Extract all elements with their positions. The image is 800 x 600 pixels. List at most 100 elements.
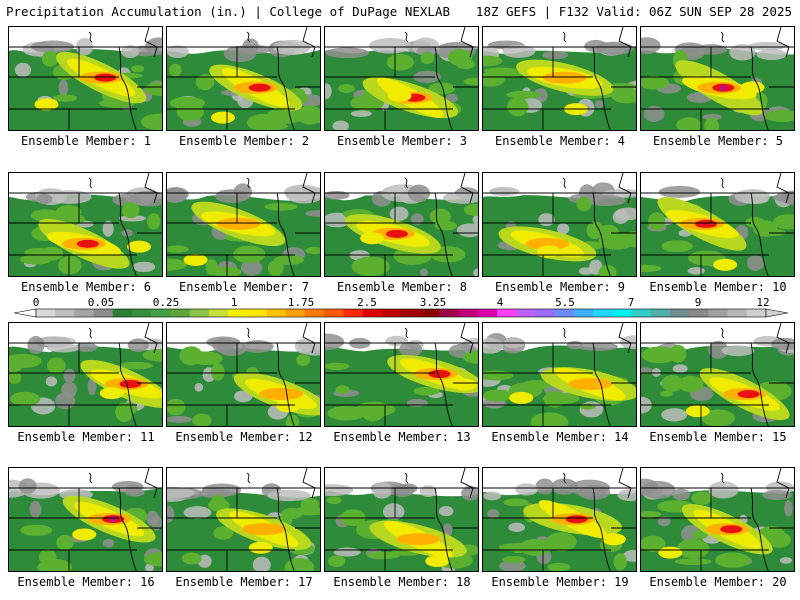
colorbar-swatch	[458, 309, 479, 317]
precip-map-9	[483, 173, 636, 276]
precip-map-7	[167, 173, 320, 276]
member-map-panel-16	[8, 467, 163, 572]
precip-map-19	[483, 468, 636, 571]
colorbar-swatch	[746, 309, 767, 317]
member-label-14: Ensemble Member: 14	[491, 430, 629, 444]
member-map-panel-9	[482, 172, 637, 277]
member-map-panel-5	[640, 26, 795, 131]
colorbar	[13, 308, 789, 318]
precip-map-13	[325, 323, 478, 426]
colorbar-swatch	[420, 309, 440, 317]
colorbar-swatch	[669, 309, 690, 317]
precip-map-1	[9, 27, 162, 130]
colorbar-swatch	[170, 309, 191, 317]
colorbar-swatch	[535, 309, 556, 317]
colorbar-swatch	[74, 309, 95, 317]
member-label-2: Ensemble Member: 2	[178, 134, 310, 148]
member-map-panel-1	[8, 26, 163, 131]
member-map-panel-4	[482, 26, 637, 131]
colorbar-swatch	[362, 309, 383, 317]
member-label-12: Ensemble Member: 12	[175, 430, 313, 444]
precip-map-8	[325, 173, 478, 276]
member-map-panel-6	[8, 172, 163, 277]
member-label-15: Ensemble Member: 15	[649, 430, 787, 444]
member-map-panel-14	[482, 322, 637, 427]
colorbar-right-arrow	[765, 308, 789, 318]
precip-map-17	[167, 468, 320, 571]
colorbar-tick-label: 5.5	[555, 296, 575, 309]
precip-map-10	[641, 173, 794, 276]
colorbar-swatch	[112, 309, 133, 317]
precip-map-3	[325, 27, 478, 130]
colorbar-swatch	[324, 309, 344, 317]
member-label-8: Ensemble Member: 8	[336, 280, 468, 294]
member-map-panel-17	[166, 467, 321, 572]
colorbar-swatch	[612, 309, 633, 317]
member-label-5: Ensemble Member: 5	[652, 134, 784, 148]
precip-map-12	[167, 323, 320, 426]
colorbar-tick-label: 4	[496, 296, 504, 309]
colorbar-tick-label: 1.75	[287, 296, 315, 309]
precip-map-4	[483, 27, 636, 130]
colorbar-swatch	[477, 309, 498, 317]
colorbar-tick-label: 0.05	[87, 296, 115, 309]
member-map-panel-11	[8, 322, 163, 427]
colorbar-swatch	[55, 309, 75, 317]
member-map-panel-15	[640, 322, 795, 427]
precip-map-15	[641, 323, 794, 426]
member-map-panel-10	[640, 172, 795, 277]
member-label-9: Ensemble Member: 9	[494, 280, 626, 294]
colorbar-tick-label: 9	[694, 296, 702, 309]
colorbar-swatch	[708, 309, 729, 317]
member-map-panel-19	[482, 467, 637, 572]
member-label-17: Ensemble Member: 17	[175, 575, 313, 589]
colorbar-swatch	[516, 309, 536, 317]
member-map-panel-7	[166, 172, 321, 277]
member-map-panel-8	[324, 172, 479, 277]
colorbar-tick-label: 12	[756, 296, 770, 309]
colorbar-swatch	[132, 309, 152, 317]
member-map-panel-3	[324, 26, 479, 131]
precip-map-20	[641, 468, 794, 571]
member-label-20: Ensemble Member: 20	[649, 575, 787, 589]
colorbar-tick-label: 3.25	[419, 296, 447, 309]
precip-map-18	[325, 468, 478, 571]
colorbar-swatch	[151, 309, 171, 317]
member-label-19: Ensemble Member: 19	[491, 575, 629, 589]
colorbar-swatch	[266, 309, 287, 317]
colorbar-swatch	[343, 309, 364, 317]
precip-map-14	[483, 323, 636, 426]
colorbar-swatch	[381, 309, 402, 317]
colorbar-swatch	[36, 309, 56, 317]
member-map-panel-20	[640, 467, 795, 572]
precip-map-2	[167, 27, 320, 130]
colorbar-tick-label: 1	[230, 296, 238, 309]
colorbar-swatch	[573, 309, 594, 317]
colorbar-swatch	[93, 309, 114, 317]
member-label-16: Ensemble Member: 16	[17, 575, 155, 589]
member-label-6: Ensemble Member: 6	[20, 280, 152, 294]
colorbar-tick-label: 7	[627, 296, 635, 309]
precip-map-16	[9, 468, 162, 571]
colorbar-swatch	[401, 309, 421, 317]
colorbar-swatch	[285, 309, 306, 317]
member-label-3: Ensemble Member: 3	[336, 134, 468, 148]
colorbar-tick-label: 0	[32, 296, 40, 309]
colorbar-swatch	[228, 309, 248, 317]
colorbar-swatch	[650, 309, 671, 317]
member-label-18: Ensemble Member: 18	[333, 575, 471, 589]
colorbar-left-arrow	[13, 308, 37, 318]
member-label-11: Ensemble Member: 11	[17, 430, 155, 444]
colorbar-tick-label: 2.5	[357, 296, 377, 309]
colorbar-swatch	[304, 309, 325, 317]
header-title-left: Precipitation Accumulation (in.) | Colle…	[6, 4, 451, 19]
member-map-panel-12	[166, 322, 321, 427]
colorbar-swatch	[689, 309, 709, 317]
colorbar-swatch	[497, 309, 517, 317]
precip-map-5	[641, 27, 794, 130]
member-map-panel-18	[324, 467, 479, 572]
member-label-10: Ensemble Member: 10	[649, 280, 787, 294]
precip-map-11	[9, 323, 162, 426]
precip-map-6	[9, 173, 162, 276]
member-label-1: Ensemble Member: 1	[20, 134, 152, 148]
